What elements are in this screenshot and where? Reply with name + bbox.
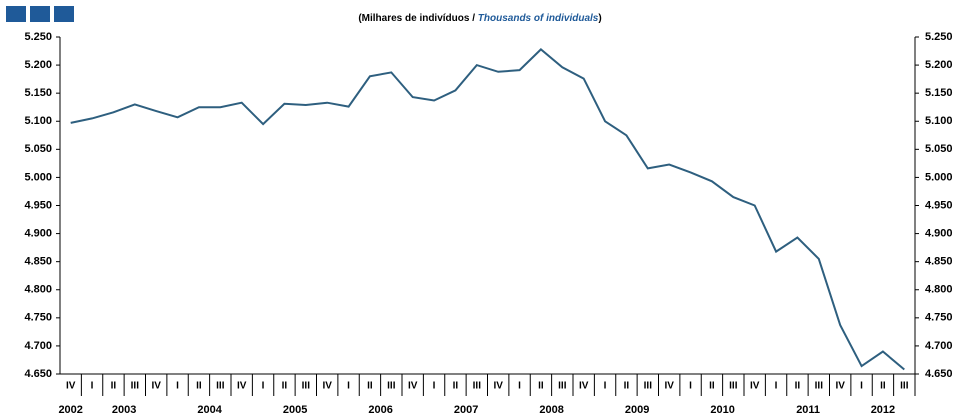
y2-tick-label: 4.800 — [925, 284, 953, 296]
y-tick-label: 4.900 — [24, 227, 52, 239]
x-tick-label: IV — [750, 381, 760, 392]
x-tick-label: IV — [237, 381, 247, 392]
year-label: 2006 — [368, 404, 392, 416]
chart-title: (Milhares de indivíduos / Thousands of i… — [358, 13, 601, 24]
x-tick-label: I — [176, 381, 179, 392]
x-tick-label: IV — [408, 381, 418, 392]
x-tick-label: IV — [322, 381, 332, 392]
x-tick-label: IV — [493, 381, 503, 392]
x-tick-label: I — [91, 381, 94, 392]
x-tick-label: II — [196, 381, 202, 392]
x-tick-label: I — [518, 381, 521, 392]
x-tick-label: IV — [579, 381, 589, 392]
y2-tick-label: 4.850 — [925, 256, 953, 268]
x-tick-label: I — [433, 381, 436, 392]
x-tick-label: II — [709, 381, 715, 392]
x-tick-label: II — [538, 381, 544, 392]
x-tick-label: IV — [151, 381, 161, 392]
y2-tick-label: 5.100 — [925, 115, 953, 127]
decor-square — [6, 6, 26, 22]
decor-square — [30, 6, 50, 22]
y-tick-label: 4.650 — [24, 368, 52, 380]
year-label: 2003 — [112, 404, 136, 416]
x-tick-label: II — [453, 381, 459, 392]
year-label: 2010 — [710, 404, 734, 416]
x-tick-label: II — [880, 381, 886, 392]
x-tick-label: I — [347, 381, 350, 392]
y2-tick-label: 4.900 — [925, 227, 953, 239]
y2-tick-label: 5.150 — [925, 87, 953, 99]
x-tick-label: I — [860, 381, 863, 392]
x-tick-label: IV — [66, 381, 76, 392]
y2-tick-label: 5.000 — [925, 171, 953, 183]
y-tick-label: 5.100 — [24, 115, 52, 127]
y-tick-label: 5.150 — [24, 87, 52, 99]
year-label: 2011 — [796, 404, 820, 416]
x-tick-label: I — [775, 381, 778, 392]
x-tick-label: III — [900, 381, 909, 392]
y2-tick-label: 4.750 — [925, 312, 953, 324]
year-label: 2004 — [197, 404, 222, 416]
y2-tick-label: 5.250 — [925, 31, 953, 43]
y2-tick-label: 4.650 — [925, 368, 953, 380]
title-end: ) — [598, 13, 601, 24]
y-tick-label: 4.700 — [24, 340, 52, 352]
x-tick-label: II — [795, 381, 801, 392]
x-tick-label: III — [131, 381, 140, 392]
year-label: 2005 — [283, 404, 307, 416]
x-tick-label: III — [216, 381, 225, 392]
y2-tick-label: 5.050 — [925, 143, 953, 155]
x-tick-label: IV — [664, 381, 674, 392]
year-label: 2012 — [871, 404, 895, 416]
y-tick-label: 5.200 — [24, 59, 52, 71]
y-tick-label: 5.000 — [24, 171, 52, 183]
title-en: Thousands of individuals — [478, 13, 599, 24]
y-tick-label: 4.750 — [24, 312, 52, 324]
y-tick-label: 4.800 — [24, 284, 52, 296]
y2-tick-label: 4.950 — [925, 199, 953, 211]
title-pt: (Milhares de indivíduos / — [358, 13, 477, 24]
x-tick-label: I — [689, 381, 692, 392]
series-line — [70, 48, 905, 371]
year-label: 2008 — [539, 404, 563, 416]
x-tick-label: III — [558, 381, 567, 392]
x-tick-label: III — [473, 381, 482, 392]
x-tick-label: III — [387, 381, 396, 392]
y-tick-label: 4.850 — [24, 256, 52, 268]
x-tick-label: III — [729, 381, 738, 392]
x-tick-label: III — [302, 381, 311, 392]
year-label: 2007 — [454, 404, 478, 416]
x-tick-label: I — [262, 381, 265, 392]
year-label: 2009 — [625, 404, 649, 416]
y-tick-label: 5.250 — [24, 31, 52, 43]
x-tick-label: III — [644, 381, 653, 392]
y-tick-label: 4.950 — [24, 199, 52, 211]
y2-tick-label: 4.700 — [925, 340, 953, 352]
x-tick-label: II — [111, 381, 117, 392]
x-tick-label: II — [624, 381, 630, 392]
x-tick-label: II — [367, 381, 373, 392]
x-tick-label: I — [604, 381, 607, 392]
decor-square — [54, 6, 74, 22]
y-tick-label: 5.050 — [24, 143, 52, 155]
year-label: 2002 — [58, 404, 82, 416]
x-tick-label: III — [815, 381, 824, 392]
x-tick-label: II — [282, 381, 288, 392]
x-tick-label: IV — [835, 381, 845, 392]
y2-tick-label: 5.200 — [925, 59, 953, 71]
